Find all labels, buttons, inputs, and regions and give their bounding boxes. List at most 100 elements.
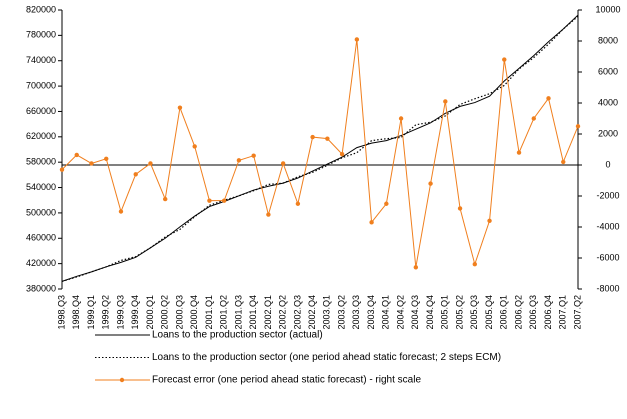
marker (118, 209, 124, 214)
x-tick-label: 1998.Q4 (71, 295, 81, 330)
y-tick-label: 660000 (26, 106, 56, 116)
legend-label: Forecast error (one period ahead static … (152, 375, 421, 386)
marker (207, 198, 212, 203)
x-tick-label: 2007.Q1 (558, 295, 568, 330)
x-tick-label: 2004.Q3 (410, 295, 420, 330)
x-tick-label: 1999.Q3 (115, 295, 125, 330)
y-tick-label: 380000 (26, 283, 56, 293)
y-tick-label: 780000 (26, 30, 56, 40)
y2-tick-label: 8000 (598, 35, 618, 45)
marker (457, 206, 463, 211)
marker (561, 159, 566, 165)
legend-label: Loans to the production sector (actual) (152, 330, 323, 341)
legend-marker (119, 377, 125, 383)
legend-label: Loans to the production sector (one peri… (152, 352, 501, 363)
series-line (61, 15, 579, 282)
x-tick-label: 2000.Q4 (189, 295, 199, 330)
y-tick-label: 460000 (26, 233, 56, 243)
marker (428, 181, 433, 186)
x-tick-label: 2001.Q4 (248, 295, 258, 330)
y-tick-label: 740000 (26, 55, 56, 65)
marker (104, 156, 109, 161)
y2-tick-label: 2000 (598, 128, 618, 138)
x-tick-label: 1999.Q2 (101, 295, 111, 330)
marker (531, 116, 536, 121)
x-tick-label: 2006.Q2 (513, 295, 523, 330)
x-tick-label: 2003.Q3 (351, 295, 361, 330)
y2-tick-label: -8000 (596, 283, 619, 293)
y-tick-label: 700000 (26, 80, 56, 90)
marker (59, 167, 65, 172)
x-tick-label: 2005.Q4 (484, 295, 494, 330)
y2-tick-label: 4000 (598, 97, 618, 107)
marker (339, 151, 345, 157)
x-tick-label: 2002.Q1 (263, 295, 273, 330)
x-tick-label: 2003.Q2 (336, 295, 346, 330)
y-tick-label: 620000 (26, 131, 56, 141)
marker (148, 161, 153, 166)
marker (221, 198, 227, 203)
y2-tick-label: -2000 (596, 190, 619, 200)
x-tick-label: 2005.Q1 (440, 295, 450, 330)
marker (280, 161, 286, 166)
x-tick-label: 2003.Q4 (366, 295, 376, 330)
y2-tick-label: 10000 (595, 4, 620, 14)
x-tick-label: 2004.Q1 (381, 295, 391, 330)
marker (325, 136, 330, 141)
marker (74, 152, 79, 158)
x-tick-label: 2002.Q3 (292, 295, 302, 330)
marker (295, 201, 301, 206)
x-tick-label: 2003.Q1 (322, 295, 332, 330)
marker (398, 116, 404, 121)
x-tick-label: 2001.Q3 (233, 295, 243, 330)
x-tick-label: 2001.Q2 (219, 295, 229, 330)
marker (413, 265, 419, 270)
x-tick-label: 2005.Q2 (454, 295, 464, 330)
marker (192, 144, 197, 149)
marker (575, 124, 581, 129)
marker (369, 220, 374, 225)
marker (133, 172, 138, 177)
marker (487, 218, 492, 223)
x-tick-label: 2007.Q2 (572, 295, 582, 330)
marker (502, 57, 507, 62)
x-tick-label: 2001.Q1 (204, 295, 214, 330)
x-tick-label: 2002.Q2 (278, 295, 288, 330)
x-tick-label: 1999.Q1 (86, 295, 96, 330)
marker (546, 96, 551, 101)
x-tick-label: 2002.Q4 (307, 295, 317, 330)
marker (236, 158, 242, 163)
x-tick-label: 2000.Q3 (174, 295, 184, 330)
marker (443, 99, 448, 104)
y2-tick-label: 6000 (598, 66, 618, 76)
series-line (61, 14, 579, 282)
marker (177, 105, 183, 110)
series-line (61, 39, 579, 268)
marker (266, 212, 271, 217)
x-tick-label: 2006.Q4 (543, 295, 553, 330)
marker (89, 161, 94, 166)
x-tick-label: 2000.Q2 (160, 295, 170, 330)
x-tick-label: 2004.Q4 (425, 295, 435, 330)
marker (251, 153, 256, 158)
x-tick-label: 2005.Q3 (469, 295, 479, 330)
marker (384, 201, 389, 206)
x-tick-label: 1999.Q4 (130, 295, 140, 330)
marker (163, 196, 168, 202)
x-tick-label: 2000.Q1 (145, 295, 155, 330)
marker (354, 37, 360, 42)
y2-tick-label: 0 (605, 159, 610, 169)
x-tick-label: 2006.Q3 (528, 295, 538, 330)
x-tick-label: 2004.Q2 (395, 295, 405, 330)
marker (516, 150, 522, 155)
y2-tick-label: -4000 (596, 221, 619, 231)
y-tick-label: 540000 (26, 182, 56, 192)
y-tick-label: 580000 (26, 157, 56, 167)
marker (310, 134, 315, 140)
x-tick-label: 1998.Q3 (56, 295, 66, 330)
y-tick-label: 820000 (26, 4, 56, 14)
y-tick-label: 500000 (26, 207, 56, 217)
x-tick-label: 2006.Q1 (499, 295, 509, 330)
y-tick-label: 420000 (26, 258, 56, 268)
